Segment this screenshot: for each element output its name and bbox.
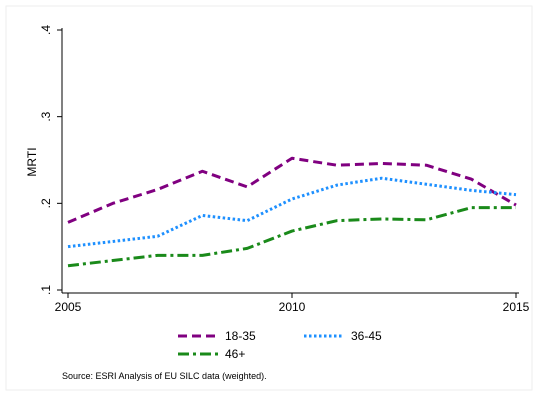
series-lines	[67, 156, 517, 268]
source-note: Source: ESRI Analysis of EU SILC data (w…	[62, 371, 267, 381]
x-tick-label: 2005	[55, 300, 82, 314]
legend-label-36-45: 36-45	[351, 329, 382, 343]
y-axis-label: MRTI	[25, 147, 39, 176]
x-tick-label: 2015	[503, 300, 530, 314]
plot-region	[62, 10, 530, 294]
y-tick-label: .2	[39, 198, 53, 208]
x-tick-label: 2010	[279, 300, 306, 314]
y-tick-label: .3	[39, 111, 53, 121]
series-line-46+	[67, 206, 516, 268]
legend: 18-35 36-45 46+	[178, 329, 382, 361]
legend-label-18-35: 18-35	[225, 329, 256, 343]
y-tick-label: .1	[39, 285, 53, 295]
y-tick-label: .4	[39, 25, 53, 35]
x-ticks: 2005 2010 2015	[55, 293, 530, 314]
axes	[61, 28, 519, 294]
legend-label-46+: 46+	[225, 347, 245, 361]
series-line-18-35	[67, 156, 517, 224]
y-ticks: .1 .2 .3 .4	[39, 25, 62, 295]
series-line-36-45	[67, 176, 517, 249]
